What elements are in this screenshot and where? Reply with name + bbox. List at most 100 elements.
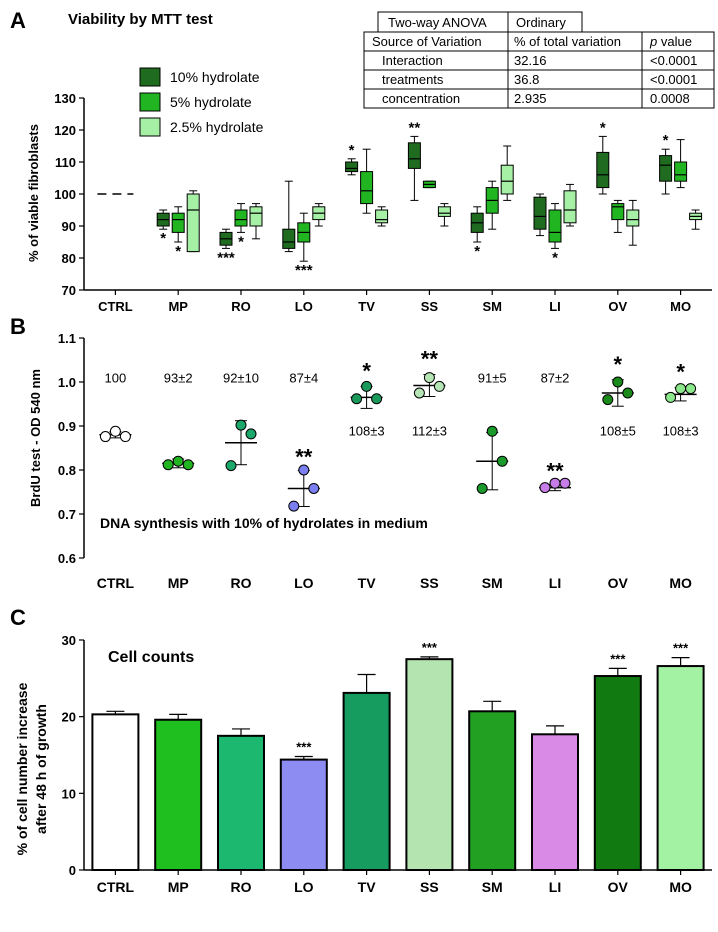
panel-c-plot: 0 10 20 30 CTRL MP RO LO *** TV SS *** SM LI OV *** MO **… — [62, 633, 712, 895]
panel-b-percent-label: 87±2 — [541, 371, 570, 386]
legend-swatch-2-5 — [139, 117, 161, 137]
panel-b-y-tick-label: 0.9 — [58, 419, 76, 434]
panel-a-x-tick-label: SS — [421, 299, 439, 314]
panel-b-x-tick-label: TV — [358, 575, 377, 591]
anova-row-treatments-p: <0.0001 — [650, 72, 697, 87]
panel-c-bar — [405, 658, 454, 872]
anova-row-interaction-percent: 32.16 — [514, 53, 547, 68]
panel-b-data-point — [99, 431, 111, 443]
panel-a-legend: 10% hydrolate 5% hydrolate 2.5% hydrolat… — [139, 67, 264, 137]
legend-swatch-5 — [139, 92, 161, 112]
anova-row-interaction-p: <0.0001 — [650, 53, 697, 68]
panel-b-y-tick-label: 1.0 — [58, 375, 76, 390]
panel-b-annotation: DNA synthesis with 10% of hydrolates in … — [100, 515, 428, 531]
panel-a-x-tick-label: SM — [482, 299, 502, 314]
box — [249, 206, 263, 227]
panel-c-significance-marker: *** — [610, 651, 626, 666]
anova-row-treatments-percent: 36.8 — [514, 72, 539, 87]
panel-b-significance-marker: * — [614, 352, 623, 377]
panel-b-data-point — [235, 419, 247, 431]
anova-col-percent: % of total variation — [514, 34, 621, 49]
panel-b-percent-label: 108±5 — [600, 423, 636, 438]
panel-c-bar — [656, 665, 705, 871]
panel-c-bar — [593, 675, 642, 871]
legend-label-2-5: 2.5% hydrolate — [170, 119, 264, 135]
anova-header-test: Two-way ANOVA — [388, 15, 487, 30]
box — [548, 209, 562, 243]
anova-col-source: Source of Variation — [372, 34, 482, 49]
panel-b-percent-label: 108±3 — [349, 423, 385, 438]
panel-b-data-point — [486, 425, 498, 437]
panel-c-x-tick-label: TV — [358, 879, 377, 895]
panel-b-data-point — [496, 455, 508, 467]
panel-b-x-tick-label: LO — [294, 575, 314, 591]
anova-row-concentration-percent: 2.935 — [514, 91, 547, 106]
panel-b-significance-marker: ** — [421, 347, 439, 372]
panel-c-significance-marker: *** — [296, 740, 312, 755]
panel-b-significance-marker: * — [362, 358, 371, 383]
panel-b-y-tick-label: 0.6 — [58, 551, 76, 566]
panel-c-ylabel-line2: after 48 h of growth — [33, 704, 49, 834]
box — [360, 171, 374, 205]
box — [500, 164, 514, 195]
panel-b-data-point — [685, 383, 697, 395]
box — [407, 142, 421, 169]
box — [234, 209, 248, 227]
panel-a-ylabel: % of viable fibroblasts — [26, 124, 41, 262]
panel-c-bar — [154, 718, 203, 871]
anova-row-concentration-p: 0.0008 — [650, 91, 690, 106]
panel-b-percent-label: 112±3 — [412, 423, 447, 438]
panel-b-x-tick-label: MP — [168, 575, 189, 591]
panel-b-data-point — [288, 500, 300, 512]
box — [611, 203, 625, 221]
panel-a-significance-marker: * — [175, 243, 181, 260]
panel-c-bar — [217, 734, 265, 871]
panel-a-title: Viability by MTT test — [68, 11, 213, 28]
panel-b-data-point — [612, 376, 624, 388]
panel-a-y-tick-label: 120 — [54, 123, 76, 138]
panel-b-data-point — [675, 383, 687, 395]
panel-b-data-point — [351, 393, 363, 405]
box — [596, 151, 610, 189]
panel-b-data-point — [433, 380, 445, 392]
panel-b-significance-marker: * — [676, 360, 685, 385]
box — [563, 190, 577, 224]
panel-c-y-tick-label: 20 — [62, 710, 76, 725]
panel-b-x-tick-label: OV — [608, 575, 629, 591]
box — [437, 206, 451, 217]
box — [375, 209, 389, 224]
box — [626, 209, 640, 227]
panel-b-data-point — [371, 393, 383, 405]
panel-c-title: Cell counts — [108, 649, 194, 666]
panel-a-x-tick-label: MP — [168, 299, 188, 314]
panel-c-x-tick-label: LO — [294, 879, 314, 895]
panel-a-y-tick-label: 100 — [54, 187, 76, 202]
panel-b-data-point — [225, 460, 237, 472]
panel-b-data-point — [245, 428, 257, 440]
panel-b-data-point — [622, 387, 634, 399]
panel-a-y-tick-label: 70 — [62, 283, 76, 298]
panel-a-x-tick-label: RO — [231, 299, 251, 314]
panel-c-x-tick-label: SS — [420, 879, 439, 895]
panel-a-x-tick-label: LO — [295, 299, 313, 314]
panel-c-x-tick-label: MP — [168, 879, 189, 895]
panel-c-x-tick-label: OV — [608, 879, 629, 895]
panel-c-x-tick-label: MO — [669, 879, 692, 895]
panel-a-significance-marker: * — [349, 142, 355, 159]
panel-a-significance-marker: ** — [409, 119, 421, 136]
panel-a-significance-marker: *** — [295, 262, 313, 279]
box — [674, 161, 688, 182]
panel-b-data-point — [423, 372, 435, 384]
panel-b-percent-label: 92±10 — [223, 371, 259, 386]
panel-a-significance-marker: * — [552, 249, 558, 266]
panel-b-data-point — [182, 459, 194, 471]
panel-b-data-point — [539, 482, 551, 494]
panel-a-y-tick-label: 80 — [62, 251, 76, 266]
panel-c-y-tick-label: 10 — [62, 786, 76, 801]
panel-c-significance-marker: *** — [673, 641, 689, 656]
panel-a-significance-marker: * — [663, 132, 669, 149]
panel-b-data-point — [559, 477, 571, 489]
panel-letter-c: C — [10, 605, 26, 630]
panel-a-significance-marker: * — [160, 230, 166, 247]
